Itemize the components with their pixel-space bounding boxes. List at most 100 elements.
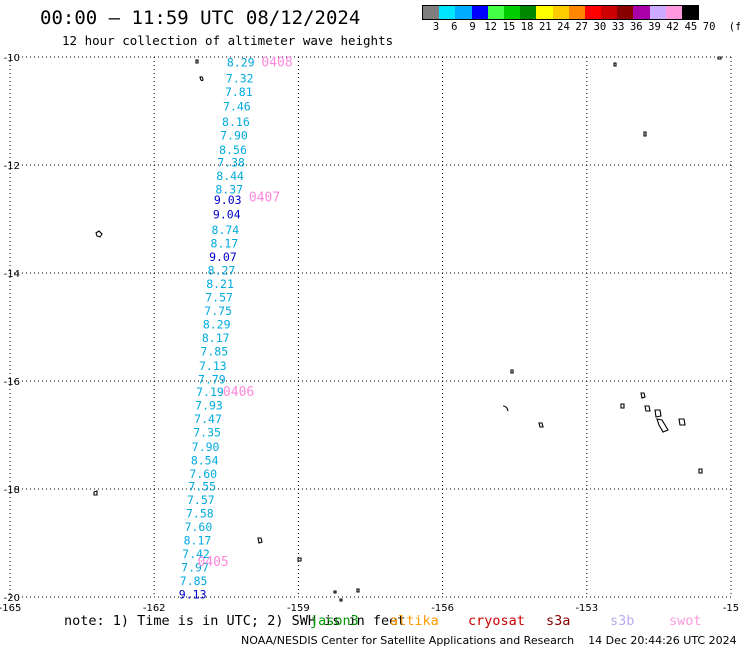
island-outline: [620, 403, 625, 409]
legend-label: 3: [432, 21, 440, 33]
swh-value-label: 7.81: [225, 85, 253, 99]
legend-label: 18: [520, 21, 534, 33]
swh-value-label: 8.37: [215, 182, 243, 196]
legend-label: 42: [666, 21, 680, 33]
legend-label: 6: [451, 21, 458, 33]
legend-swatch: [649, 6, 666, 19]
island-outline: [654, 409, 662, 418]
pass-number-label: 0407: [249, 190, 280, 205]
island-outline: [257, 537, 263, 544]
legend-swatch: [617, 6, 634, 19]
island-outline: [199, 76, 204, 82]
island-outline: [644, 405, 651, 412]
legend-label: 70: [702, 21, 716, 33]
swh-value-label: 7.60: [185, 520, 213, 534]
swh-value-label: 7.90: [192, 440, 220, 454]
swh-value-label: 8.16: [222, 115, 250, 129]
legend-label: 15: [502, 21, 516, 33]
island-outline: [333, 590, 337, 594]
swh-value-label: 7.32: [226, 72, 254, 86]
island-outline: [678, 418, 686, 426]
x-tick-label: -153: [575, 603, 598, 614]
legend-label: 9: [469, 21, 476, 33]
legend-swatch: [682, 6, 699, 19]
swh-value-label: 7.93: [195, 398, 223, 412]
legend-label: 45: [684, 21, 698, 33]
x-tick-label: -156: [431, 603, 454, 614]
legend-swatch: [552, 6, 569, 19]
swh-value-label: 7.35: [193, 425, 221, 439]
swh-value-label: 9.07: [209, 250, 237, 264]
mission-label-s3b: s3b: [610, 613, 635, 629]
legend-swatch: [601, 6, 618, 19]
y-tick-label: -18: [4, 485, 20, 496]
y-tick-label: -16: [4, 377, 20, 388]
footer-note: note: 1) Time is in UTC; 2) SWH is in fe…: [64, 613, 406, 629]
island-outline: [717, 56, 722, 60]
swh-value-label: 7.47: [194, 412, 222, 426]
legend-unit: (ft): [728, 21, 740, 33]
island-outline: [643, 131, 647, 137]
island-outline: [93, 490, 98, 496]
swh-value-label: 8.17: [211, 236, 239, 250]
credit-line: NOAA/NESDIS Center for Satellite Applica…: [241, 634, 737, 647]
legend-label: 21: [538, 21, 552, 33]
legend-label: 39: [648, 21, 661, 33]
legend-swatch: [471, 6, 488, 19]
swh-value-label: 8.21: [206, 277, 234, 291]
y-tick-label: -10: [4, 53, 20, 64]
swh-value-label: 7.60: [189, 467, 217, 481]
swh-value-label: 7.42: [182, 547, 210, 561]
swh-value-label: 8.17: [202, 331, 230, 345]
swh-value-label: 7.97: [181, 560, 209, 574]
legend-label: 33: [611, 21, 625, 33]
island-outline: [339, 598, 343, 602]
island-outline: [95, 230, 103, 238]
island-outline: [538, 422, 544, 428]
legend-swatch: [503, 6, 521, 19]
x-tick-label: -159: [287, 603, 310, 614]
island-outline: [356, 588, 360, 593]
x-tick-label: -165: [0, 603, 21, 614]
swh-value-label: 7.85: [200, 344, 228, 358]
pass-number-label: 0408: [261, 55, 292, 70]
legend-swatch: [536, 6, 553, 19]
swh-value-label: 7.19: [196, 385, 224, 399]
legend-swatch: [487, 6, 504, 19]
island-outline: [502, 405, 509, 412]
grid-lines: [9, 56, 732, 598]
swh-value-label: 8.54: [191, 453, 219, 467]
mission-label-swot: swot: [669, 613, 702, 629]
legend-swatch: [439, 6, 456, 19]
legend-swatch: [584, 6, 602, 19]
legend-color-bar: [422, 5, 700, 20]
island-outlines: [93, 56, 722, 602]
mission-label-s3a: s3a: [546, 613, 571, 629]
swh-value-label: 9.04: [213, 208, 241, 222]
pass-number-label: 0406: [223, 385, 254, 400]
y-tick-label: -12: [4, 161, 20, 172]
mission-label-jason3: jason3: [310, 613, 359, 629]
island-outline: [698, 468, 703, 474]
island-outline: [640, 392, 646, 399]
swh-value-label: 7.90: [220, 128, 248, 142]
swh-value-label: 9.13: [179, 587, 207, 601]
mission-label-altika: altika: [390, 613, 439, 629]
swh-value-label: 7.46: [223, 100, 251, 114]
y-tick-label: -14: [4, 269, 20, 280]
legend-swatch: [568, 6, 585, 19]
island-outline: [656, 418, 669, 433]
legend-swatch: [665, 6, 682, 19]
swh-value-label: 8.29: [203, 317, 231, 331]
swh-value-label: 7.79: [198, 372, 226, 386]
x-tick-label: -162: [143, 603, 166, 614]
swh-value-label: 7.55: [188, 479, 216, 493]
swh-value-label: 7.75: [204, 304, 232, 318]
swh-value-label: 8.29: [227, 55, 255, 69]
chart-subtitle: 12 hour collection of altimeter wave hei…: [62, 33, 394, 48]
swh-value-label: 8.27: [208, 263, 236, 277]
wave-height-values: 8.297.327.817.468.167.908.567.388.448.37…: [179, 55, 255, 601]
legend-label: 30: [593, 21, 607, 33]
swh-value-label: 7.13: [199, 359, 227, 373]
